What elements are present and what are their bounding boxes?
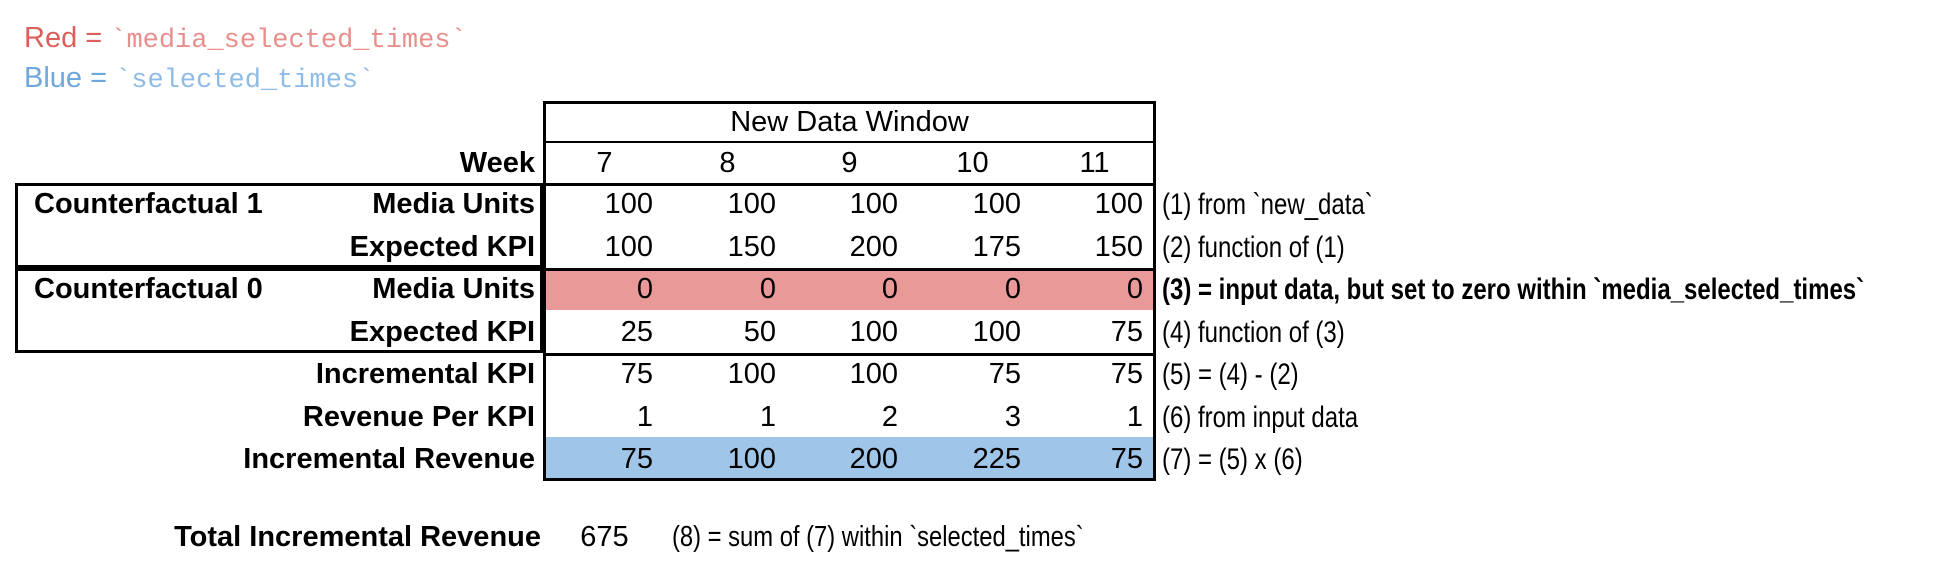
counterfactual-1-box: [15, 183, 543, 268]
row-label: Media Units: [372, 188, 535, 220]
legend-blue-label: Blue =: [24, 62, 116, 94]
total-label: Total Incremental Revenue: [174, 521, 541, 553]
grid-line-under-header: [543, 141, 1156, 143]
legend-red: Red = `media_selected_times`: [24, 20, 467, 56]
table-cell-blue: 75: [1110, 443, 1143, 475]
table-cell: 150: [1094, 231, 1143, 263]
table-cell-red: 0: [636, 273, 653, 305]
table-cell: 100: [849, 188, 898, 220]
table-cell: 25: [620, 316, 653, 348]
week-col-header: 10: [956, 147, 989, 179]
row-label: Revenue Per KPI: [302, 401, 535, 433]
table-cell: 100: [849, 316, 898, 348]
annotation-4: (4) function of (3): [1162, 316, 1345, 349]
table-cell-red: 0: [1004, 273, 1021, 305]
total-value: 675: [580, 521, 629, 553]
table-cell-red: 0: [1126, 273, 1143, 305]
grid-line-under-cf0: [543, 353, 1156, 356]
counterfactual-0-box: [15, 268, 543, 353]
blue-highlight-fill: [546, 437, 1153, 478]
legend-blue-code: `selected_times`: [115, 66, 375, 96]
group-label-counterfactual-1: Counterfactual 1: [34, 188, 263, 220]
table-cell: 100: [604, 188, 653, 220]
red-highlight-fill: [546, 270, 1153, 310]
grid-line-cf-split: [543, 268, 1156, 271]
table-cell: 100: [849, 358, 898, 390]
annotation-3: (3) = input data, but set to zero within…: [1162, 273, 1865, 306]
table-cell: 3: [1004, 401, 1021, 433]
week-col-header: 9: [841, 147, 858, 179]
table-cell-red: 0: [759, 273, 776, 305]
legend-red-code: `media_selected_times`: [110, 26, 467, 56]
row-label: Expected KPI: [349, 231, 535, 263]
table-cell: 100: [1094, 188, 1143, 220]
table-cell: 1: [1126, 401, 1143, 433]
row-label: Incremental KPI: [315, 358, 535, 390]
week-col-header: 8: [719, 147, 736, 179]
row-label: Media Units: [372, 273, 535, 305]
table-cell: 75: [1110, 316, 1143, 348]
table-cell: 175: [972, 231, 1021, 263]
table-cell: 100: [604, 231, 653, 263]
table-cell-blue: 200: [849, 443, 898, 475]
table-cell: 100: [727, 358, 776, 390]
table-cell-blue: 225: [972, 443, 1021, 475]
table-cell: 150: [727, 231, 776, 263]
data-grid-border: [543, 101, 1156, 481]
legend-blue: Blue = `selected_times`: [24, 60, 374, 96]
table-cell: 50: [743, 316, 776, 348]
table-cell: 200: [849, 231, 898, 263]
table-cell: 1: [759, 401, 776, 433]
table-cell: 75: [1110, 358, 1143, 390]
table-cell-blue: 100: [727, 443, 776, 475]
grid-line-under-week: [543, 183, 1156, 186]
annotation-7: (7) = (5) x (6): [1162, 443, 1303, 476]
annotation-1: (1) from `new_data`: [1162, 188, 1373, 221]
week-col-header: 7: [596, 147, 613, 179]
annotation-6: (6) from input data: [1162, 401, 1359, 434]
table-cell: 75: [620, 358, 653, 390]
table-cell: 100: [972, 188, 1021, 220]
row-label: Expected KPI: [349, 316, 535, 348]
legend-red-label: Red =: [24, 22, 111, 54]
table-header: New Data Window: [730, 106, 969, 138]
group-label-counterfactual-0: Counterfactual 0: [34, 273, 263, 305]
annotation-2: (2) function of (1): [1162, 231, 1345, 264]
table-cell: 75: [988, 358, 1021, 390]
row-label: Incremental Revenue: [243, 443, 535, 475]
table-cell-red: 0: [881, 273, 898, 305]
table-cell: 100: [972, 316, 1021, 348]
week-row-label: Week: [459, 147, 535, 179]
week-col-header: 11: [1079, 147, 1110, 179]
table-cell: 1: [636, 401, 653, 433]
table-cell: 2: [881, 401, 898, 433]
table-cell-blue: 75: [620, 443, 653, 475]
annotation-8: (8) = sum of (7) within `selected_times`: [672, 521, 1084, 553]
annotation-5: (5) = (4) - (2): [1162, 358, 1299, 391]
table-cell: 100: [727, 188, 776, 220]
